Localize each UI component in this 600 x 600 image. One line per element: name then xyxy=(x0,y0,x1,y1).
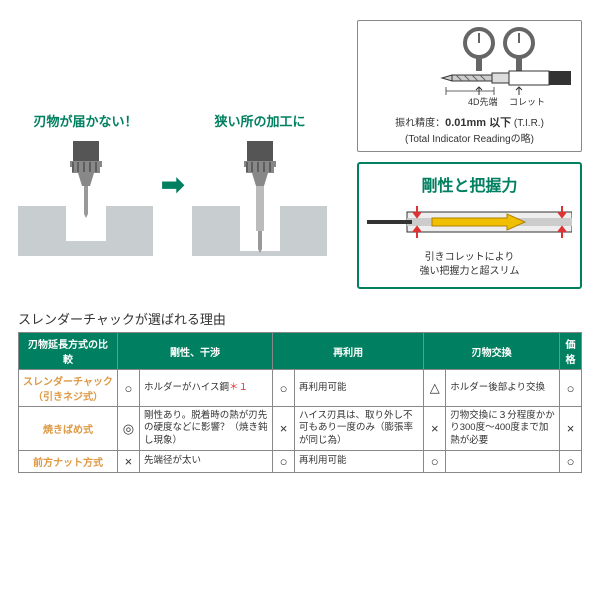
change-txt: 刃物交換に３分程度かかり300度～400度まで加熱が必要 xyxy=(446,407,560,451)
row-name-l2: （引きネジ式） xyxy=(33,392,103,403)
grip-caption-l2: 強い把握力と超スリム xyxy=(420,266,520,277)
table-header-row: 刃物延長方式の比較 剛性、干渉 再利用 刃物交換 価格 xyxy=(19,333,582,370)
rigidity-txt: ホルダーがハイス鋼＊１ xyxy=(139,370,272,407)
right-panels: 4D先端 コレット 振れ精度：0.01mm 以下 (T.I.R.) (Total… xyxy=(357,20,582,289)
reuse-txt: ハイス刃具は、取り外し不可もあり一度のみ（膨張率が同じ為） xyxy=(295,407,424,451)
footnote: ＊１ xyxy=(229,382,248,393)
runout-value: 0.01mm 以下 xyxy=(445,117,511,129)
grip-diagram xyxy=(367,202,572,242)
top-row: 刃物が届かない！ ➡ 狭い所の加工に xyxy=(0,0,600,299)
grip-caption-l1: 引きコレットにより xyxy=(425,252,515,263)
change-sym: △ xyxy=(424,370,446,407)
diagram-cant-reach: 刃物が届かない！ xyxy=(18,111,153,259)
th-change: 刃物交換 xyxy=(424,333,560,370)
runout-prefix: 振れ精度： xyxy=(395,118,445,129)
reuse-sym: × xyxy=(273,407,295,451)
runout-suffix: (T.I.R.) xyxy=(514,118,544,129)
reuse-txt: 再利用可能 xyxy=(295,370,424,407)
price-sym: × xyxy=(560,407,582,451)
diagram-reaches: 狭い所の加工に xyxy=(192,111,327,259)
reuse-txt: 再利用可能 xyxy=(295,451,424,473)
svg-text:コレット: コレット xyxy=(509,97,545,107)
th-reuse: 再利用 xyxy=(273,333,424,370)
row-name: 焼きばめ式 xyxy=(19,407,118,451)
change-txt xyxy=(446,451,560,473)
th-price: 価格 xyxy=(560,333,582,370)
reason-title: スレンダーチャックが選ばれる理由 xyxy=(0,309,600,328)
price-sym: ○ xyxy=(560,451,582,473)
rigidity-txt: 先端径が太い xyxy=(139,451,272,473)
change-txt: ホルダー後部より交換 xyxy=(446,370,560,407)
runout-panel: 4D先端 コレット 振れ精度：0.01mm 以下 (T.I.R.) (Total… xyxy=(357,20,582,152)
grip-caption: 引きコレットにより 強い把握力と超スリム xyxy=(367,251,572,279)
reuse-sym: ○ xyxy=(273,451,295,473)
rigidity-sym: ○ xyxy=(117,370,139,407)
rigidity-txt: 剛性あり。脱着時の熱が刃先の硬度などに影響？（焼き鈍し現象） xyxy=(139,407,272,451)
svg-text:4D先端: 4D先端 xyxy=(468,96,498,107)
runout-caption: 振れ精度：0.01mm 以下 (T.I.R.) (Total Indicator… xyxy=(364,114,575,145)
rigidity-sym: × xyxy=(117,451,139,473)
diagram-svg-right xyxy=(192,136,327,256)
diagram-label-right: 狭い所の加工に xyxy=(192,111,327,130)
diagram-label-left: 刃物が届かない！ xyxy=(18,111,153,130)
table-row: 焼きばめ式 ◎ 剛性あり。脱着時の熱が刃先の硬度などに影響？（焼き鈍し現象） ×… xyxy=(19,407,582,451)
row-name: 前方ナット方式 xyxy=(19,451,118,473)
th-rigidity: 剛性、干渉 xyxy=(117,333,272,370)
runout-abbr: (Total Indicator Readingの略) xyxy=(405,134,534,145)
runout-diagram: 4D先端 コレット xyxy=(364,27,574,107)
diagram-svg-left xyxy=(18,136,153,256)
row-name-l1: スレンダーチャック xyxy=(23,377,113,388)
table-row: 前方ナット方式 × 先端径が太い ○ 再利用可能 ○ ○ xyxy=(19,451,582,473)
table-row: スレンダーチャック （引きネジ式） ○ ホルダーがハイス鋼＊１ ○ 再利用可能 △… xyxy=(19,370,582,407)
grip-title: 剛性と把握力 xyxy=(367,172,572,196)
change-sym: ○ xyxy=(424,451,446,473)
comparison-table: 刃物延長方式の比較 剛性、干渉 再利用 刃物交換 価格 スレンダーチャック （引き… xyxy=(18,332,582,473)
rigidity-sym: ◎ xyxy=(117,407,139,451)
price-sym: ○ xyxy=(560,370,582,407)
grip-panel: 剛性と把握力 引きコレットにより 強い把握力と超スリム xyxy=(357,162,582,289)
reach-diagrams: 刃物が届かない！ ➡ 狭い所の加工に xyxy=(18,20,347,289)
arrow-icon: ➡ xyxy=(161,168,184,201)
row-name: スレンダーチャック （引きネジ式） xyxy=(19,370,118,407)
reuse-sym: ○ xyxy=(273,370,295,407)
th-method: 刃物延長方式の比較 xyxy=(19,333,118,370)
change-sym: × xyxy=(424,407,446,451)
